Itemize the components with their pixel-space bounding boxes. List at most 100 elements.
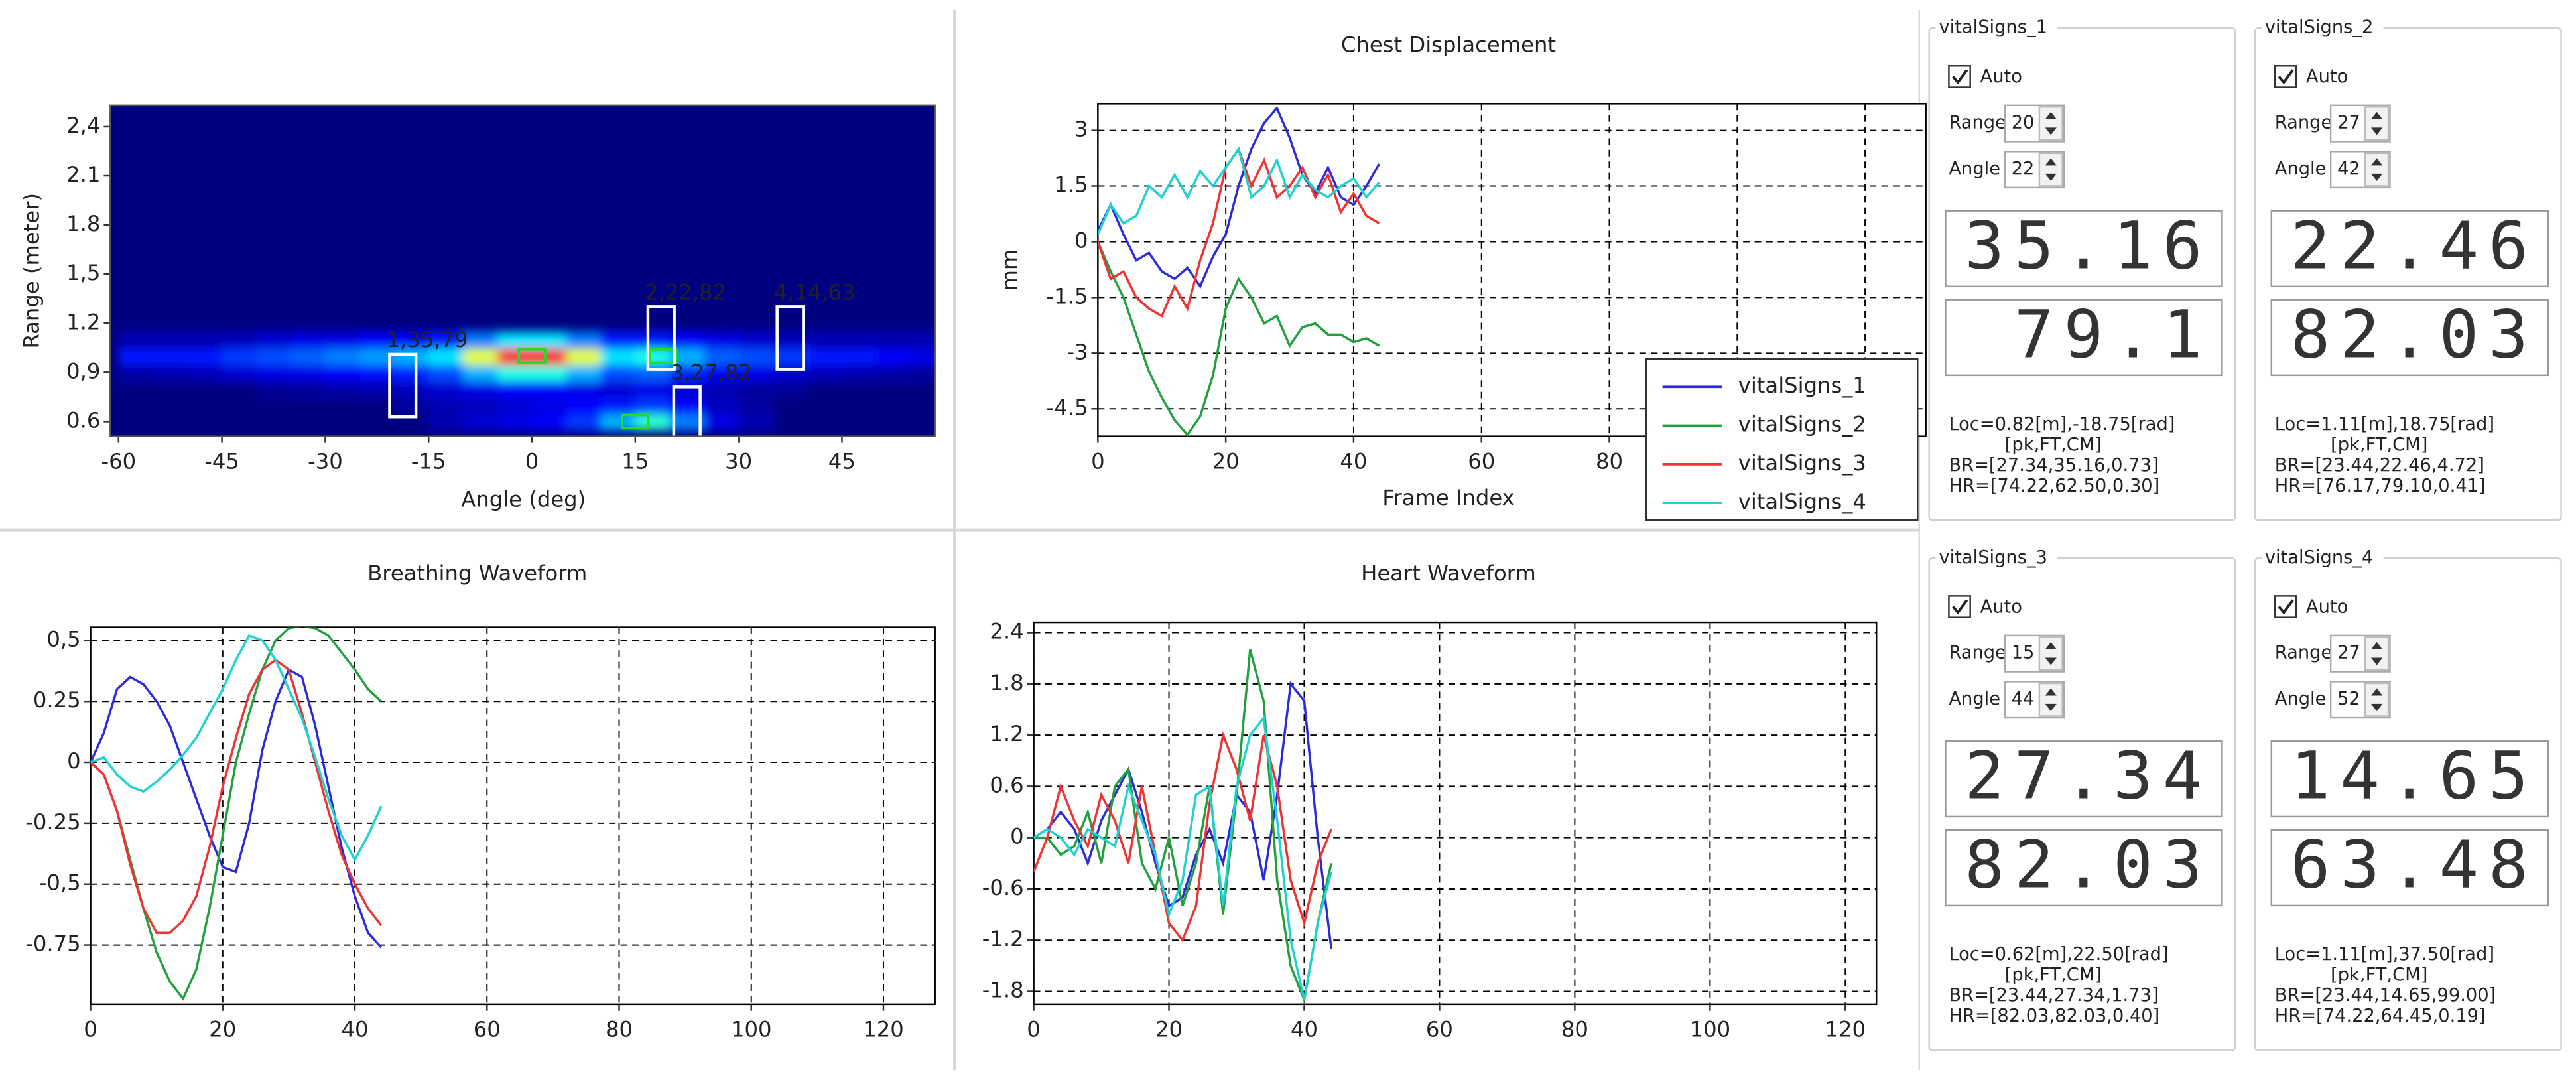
spin-down[interactable] [2045, 173, 2057, 181]
detection-marker [517, 348, 547, 364]
spin-down[interactable] [2370, 127, 2383, 135]
spin-label: Range [1949, 113, 2006, 133]
series-line [1033, 649, 1332, 1004]
x-tick-label: 15 [621, 448, 649, 474]
heatmap-cell [738, 380, 774, 398]
detection-marker [621, 413, 650, 430]
heatmap-cell [463, 397, 499, 415]
heatmap-cell [876, 413, 912, 431]
lcd-value: 14.65 [2291, 738, 2538, 815]
heatmap-cell [290, 331, 326, 349]
spin-value[interactable]: 15 [2012, 643, 2035, 663]
lcd-value: 63.48 [2291, 827, 2538, 904]
lcd-value: 82.03 [1964, 827, 2212, 904]
lcd-value: 27.34 [1964, 738, 2212, 815]
heatmap-cell [394, 380, 430, 398]
checkbox[interactable] [2274, 595, 2297, 618]
heatmap-cell [566, 380, 602, 398]
spin-value[interactable]: 20 [2012, 113, 2035, 133]
spin-value[interactable]: 42 [2337, 159, 2360, 179]
spin-up[interactable] [2045, 641, 2057, 650]
x-tick-label: 40 [1340, 448, 1367, 474]
heatmap-cell [532, 380, 568, 398]
x-tick-label: 60 [1468, 448, 1495, 474]
heatmap-cell [256, 331, 292, 349]
x-tick-label: 45 [828, 448, 856, 474]
spin-down[interactable] [2370, 657, 2383, 665]
lcd-box [2270, 210, 2549, 288]
heatmap-cell [256, 397, 292, 415]
x-tick-label: 80 [1561, 1017, 1588, 1042]
spin-value[interactable]: 27 [2337, 113, 2360, 133]
heatmap-cell [428, 348, 464, 366]
heatmap-cell [807, 397, 843, 415]
heatmap-cell [807, 380, 843, 398]
info-line: [pk,FT,CM] [2331, 435, 2427, 455]
target-box [646, 305, 676, 371]
vital-panel: vitalSigns_2 Auto Range 27 Angle 42 22.46 82.03… [2254, 17, 2562, 521]
checkbox-label[interactable]: Auto [2306, 66, 2348, 87]
y-tick-label: 1.8 [990, 670, 1023, 695]
checkbox-label[interactable]: Auto [1980, 66, 2022, 87]
spin-up[interactable] [2045, 111, 2057, 119]
x-tick-label: 0 [525, 448, 539, 474]
heatmap-cell [256, 380, 292, 398]
heatmap-cell [600, 364, 637, 381]
heatmap-cell [842, 413, 877, 431]
series-group [90, 627, 383, 1001]
heatmap-cell [704, 413, 740, 431]
series-line [90, 658, 383, 934]
y-tick-label: 2,4 [66, 113, 100, 138]
spin-down[interactable] [2045, 703, 2057, 712]
checkbox-label[interactable]: Auto [2306, 596, 2348, 617]
spin-value[interactable]: 44 [2012, 689, 2035, 709]
heatmap-cell [497, 413, 533, 431]
target-label: 1,35,79 [386, 327, 468, 352]
spin-value[interactable]: 27 [2337, 643, 2360, 663]
heatmap-cell [256, 364, 292, 381]
spin-down[interactable] [2370, 703, 2383, 712]
lcd-value: 79.1 [2014, 297, 2213, 373]
y-tick-label: 0 [67, 748, 81, 774]
spin-label: Angle [2275, 159, 2327, 179]
checkbox-label[interactable]: Auto [1980, 596, 2022, 617]
lcd-box [1945, 210, 2223, 288]
spin-down[interactable] [2045, 127, 2057, 135]
vital-panel: vitalSigns_3 Auto Range 15 Angle 44 27.34 82.03… [1928, 547, 2236, 1051]
spin-value[interactable]: 52 [2337, 689, 2360, 709]
spin-down[interactable] [2045, 657, 2057, 665]
spin-up[interactable] [2370, 158, 2383, 166]
spin-up[interactable] [2045, 688, 2057, 696]
heatmap-cell [738, 364, 774, 381]
heatmap-cell [256, 413, 292, 431]
checkbox[interactable] [1948, 65, 1971, 88]
heatmap-cell [773, 413, 808, 431]
info-line: HR=[74.22,64.45,0.19] [2275, 1006, 2486, 1026]
spin-buttons[interactable] [2364, 106, 2390, 141]
y-tick-label: 0.6 [990, 772, 1023, 797]
x-tick-label: -30 [308, 448, 343, 474]
heatmap-cell [428, 413, 464, 431]
heatmap-cell [842, 331, 877, 349]
spin-up[interactable] [2370, 111, 2383, 119]
heatmap-cell [153, 331, 188, 349]
heatmap-cell [635, 380, 671, 398]
y-tick-label: 1,5 [66, 260, 100, 285]
heatmap-cell [773, 397, 808, 415]
spin-up[interactable] [2370, 688, 2383, 696]
y-tick-label: 0,9 [66, 358, 100, 383]
heatmap-cell [876, 364, 912, 381]
checkbox[interactable] [2274, 65, 2297, 88]
heatmap-cell [704, 397, 740, 415]
heatmap-cell [394, 397, 430, 415]
checkbox[interactable] [1948, 595, 1971, 618]
spin-up[interactable] [2045, 158, 2057, 166]
heatmap-cell [118, 348, 154, 366]
heatmap-cell [222, 397, 257, 415]
spin-down[interactable] [2370, 173, 2383, 181]
target-box [672, 385, 702, 437]
vital-panel: vitalSigns_1 Auto Range 20 Angle 22 35.16 79.1 L… [1928, 17, 2236, 521]
spin-value[interactable]: 22 [2012, 159, 2035, 179]
spin-up[interactable] [2370, 641, 2383, 650]
